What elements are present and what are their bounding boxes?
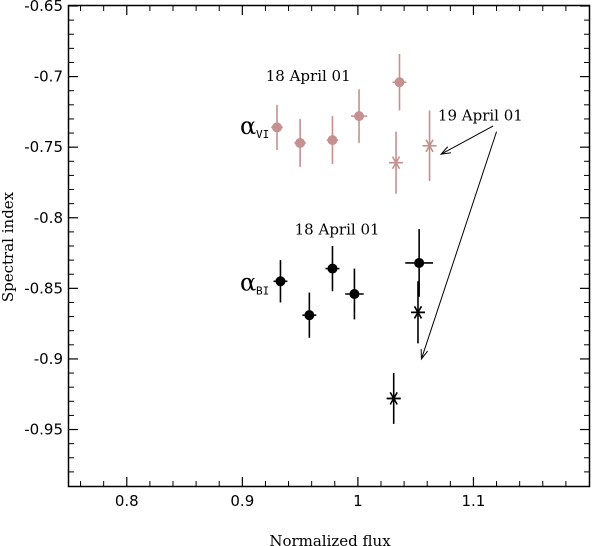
- date-annotation: 19 April 01: [438, 106, 523, 124]
- point-marker-circle: [304, 310, 315, 321]
- annotation-arrows: [420, 125, 498, 361]
- point-marker-circle: [327, 135, 338, 146]
- data-point: [386, 373, 401, 424]
- point-marker-circle: [272, 122, 282, 133]
- annotation-arrow: [440, 125, 494, 155]
- date-annotation: 18 April 01: [295, 221, 380, 239]
- data-point: [294, 118, 306, 167]
- arrow-head: [420, 348, 429, 361]
- x-tick-label: 1: [353, 492, 363, 510]
- y-tick-label: -0.75: [24, 138, 63, 156]
- data-point: [345, 268, 364, 320]
- series-group: [386, 281, 425, 424]
- annotation-arrow: [420, 131, 498, 360]
- data-point: [422, 110, 437, 182]
- x-tick-label: 0.8: [115, 492, 139, 510]
- y-tick-label: -0.65: [24, 0, 63, 15]
- data-point: [302, 292, 317, 338]
- x-tick-label: 0.9: [230, 492, 254, 510]
- arrow-head: [439, 146, 452, 155]
- plot-frame: [67, 4, 591, 488]
- point-marker-circle: [327, 263, 338, 274]
- x-axis-label: Normalized flux: [269, 532, 391, 546]
- y-tick-label: -0.95: [24, 421, 63, 439]
- point-marker-circle: [275, 276, 286, 287]
- data-point: [271, 104, 283, 150]
- y-tick-label: -0.8: [34, 209, 63, 227]
- data-point: [405, 229, 433, 297]
- series-group: [273, 229, 433, 338]
- y-tick-label: -0.85: [24, 279, 63, 297]
- point-marker-asterisk: [389, 392, 398, 405]
- point-marker-circle: [349, 289, 360, 299]
- alpha-subscript: VI: [256, 128, 269, 141]
- date-annotation: 18 April 01: [266, 67, 351, 85]
- data-point: [392, 54, 407, 111]
- alpha-label: α: [240, 269, 256, 297]
- point-marker-circle: [295, 137, 306, 148]
- data-point: [410, 281, 425, 344]
- series-group: [389, 110, 437, 194]
- axis-ticks: [69, 5, 589, 486]
- y-tick-label: -0.7: [34, 68, 63, 86]
- y-axis-label: Spectral index: [0, 191, 17, 302]
- point-marker-asterisk: [413, 305, 423, 319]
- data-marks: [271, 54, 437, 424]
- data-point: [350, 89, 368, 143]
- x-tick-label: 1.1: [462, 492, 486, 510]
- point-marker-circle: [394, 77, 405, 88]
- point-marker-circle: [414, 257, 425, 268]
- alpha-subscript: BI: [256, 285, 269, 298]
- data-point: [325, 246, 340, 292]
- alpha-label: α: [240, 112, 256, 140]
- point-marker-asterisk: [391, 156, 401, 170]
- y-tick-label: -0.9: [34, 350, 63, 368]
- point-marker-asterisk: [425, 139, 434, 153]
- point-marker-circle: [354, 111, 365, 122]
- series-group: [271, 54, 407, 167]
- data-point: [326, 116, 339, 165]
- tick-labels: 0.8 0.9 1 1.1 -0.65 -0.7 -0.75 -0.8 -0.85 -0.9 -0.…: [24, 0, 485, 510]
- data-point: [273, 260, 288, 303]
- data-point: [389, 131, 404, 194]
